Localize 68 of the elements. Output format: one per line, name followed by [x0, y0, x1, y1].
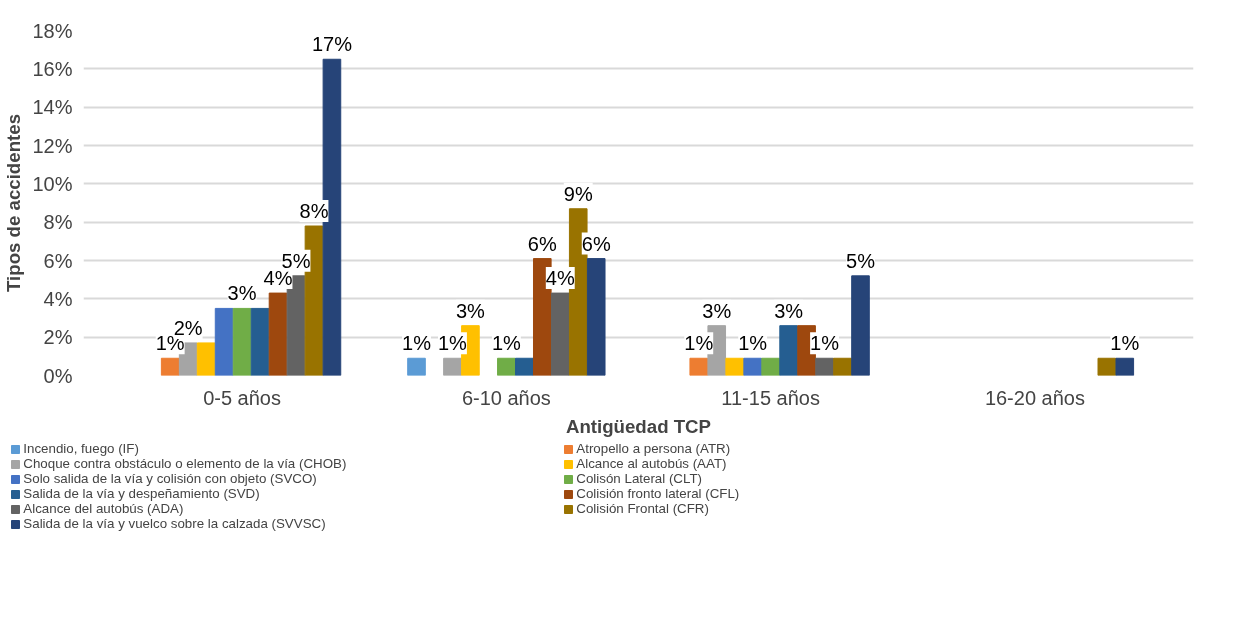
bar — [196, 342, 216, 376]
data-label: 3% — [227, 282, 257, 305]
data-label: 3% — [774, 299, 804, 322]
bar — [725, 357, 745, 376]
bar — [515, 357, 534, 376]
y-axis-title: Tipos de accidentes — [3, 114, 25, 292]
bar — [550, 292, 570, 376]
y-tick-label: 18% — [32, 19, 73, 42]
bar — [497, 357, 516, 376]
legend-label: Salida de la vía y vuelco sobre la calzada (SVVSC) — [23, 516, 327, 531]
data-label: 8% — [299, 200, 329, 222]
data-label: 6% — [581, 232, 611, 255]
x-tick-label: 6-10 años — [461, 386, 551, 409]
y-tick-label: 10% — [32, 172, 73, 195]
y-tick-label: 6% — [43, 249, 73, 272]
data-label: 1% — [1110, 332, 1140, 355]
legend-label: Colisión Frontal (CFR) — [576, 501, 710, 516]
y-tick-label: 0% — [43, 364, 73, 387]
data-label: 1% — [738, 332, 768, 355]
bar — [268, 292, 288, 376]
data-label: 1% — [437, 332, 468, 355]
bar — [1097, 357, 1117, 376]
data-label: 6% — [527, 232, 557, 255]
data-label: 3% — [702, 299, 732, 322]
data-label: 9% — [563, 182, 593, 205]
x-tick-label: 16-20 años — [984, 386, 1085, 409]
data-label: 4% — [545, 267, 575, 290]
x-tick-label: 11-15 años — [721, 386, 820, 409]
bar — [1115, 357, 1135, 376]
data-label: 3% — [455, 299, 486, 322]
bar — [833, 357, 852, 376]
data-label: 1% — [684, 332, 714, 355]
bar — [232, 307, 252, 376]
y-tick-label: 8% — [43, 211, 73, 234]
y-tick-label: 16% — [32, 57, 73, 80]
legend-label: Choque contra obstáculo o elemento de la vía (CHOB) — [23, 456, 348, 471]
bar — [586, 258, 606, 376]
legend-label: Incendio, fuego (IF) — [23, 441, 140, 456]
legend-label: Solo salida de la vía y colisión con objeto (SVCO) — [23, 471, 318, 486]
y-tick-label: 14% — [32, 96, 73, 119]
data-label: 5% — [846, 249, 876, 272]
bar — [743, 357, 762, 376]
data-label: 4% — [263, 267, 293, 290]
bar — [815, 357, 834, 376]
legend-label: Colisión fronto lateral (CFL) — [576, 486, 741, 501]
y-tick-label: 4% — [43, 287, 73, 310]
data-label: 1% — [491, 332, 522, 355]
bar — [214, 307, 234, 376]
bar — [443, 357, 462, 376]
y-tick-label: 2% — [43, 326, 73, 349]
x-axis-title: Antigüedad TCP — [565, 415, 712, 437]
bar — [250, 307, 270, 376]
legend-label: Salida de la vía y despeñamiento (SVD) — [23, 486, 261, 501]
legend-label: Atropello a persona (ATR) — [576, 441, 732, 456]
bar — [407, 357, 426, 376]
y-tick-label: 12% — [32, 134, 73, 157]
legend-label: Colisón Lateral (CLT) — [576, 471, 703, 486]
legend-label: Alcance del autobús (ADA) — [23, 501, 185, 516]
bar — [761, 357, 780, 376]
data-label: 17% — [311, 33, 353, 56]
data-label: 1% — [402, 332, 432, 355]
bar — [689, 357, 709, 376]
x-tick-label: 0-5 años — [203, 386, 281, 409]
bar — [779, 325, 798, 376]
legend-label: Alcance al autobús (AAT) — [576, 456, 728, 471]
data-label: 5% — [281, 249, 311, 272]
bar — [851, 275, 870, 376]
data-label: 1% — [810, 332, 840, 355]
